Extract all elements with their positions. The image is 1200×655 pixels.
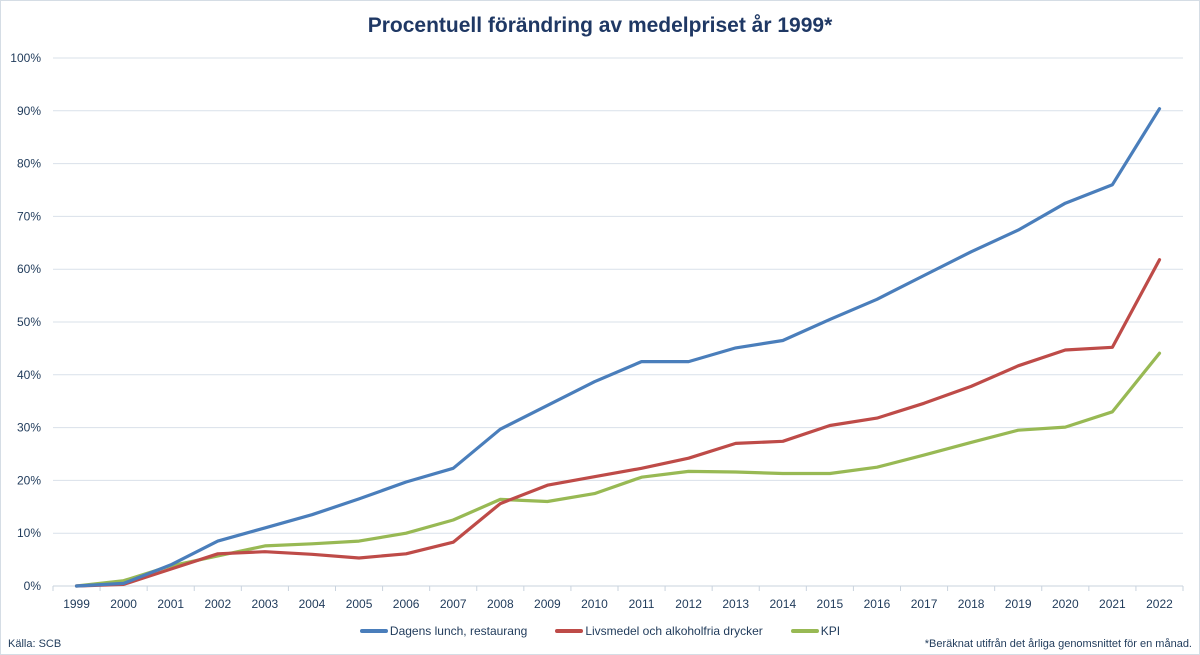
x-tick-label: 2016 [864,597,891,611]
y-tick-label: 0% [24,579,42,593]
legend-item-lunch: Dagens lunch, restaurang [359,624,528,638]
y-tick-label: 60% [17,262,41,276]
legend-swatch-lunch [359,629,388,633]
x-tick-label: 1999 [63,597,90,611]
footnote: *Beräknat utifrån det årliga genomsnitte… [924,638,1192,650]
x-tick-label: 2004 [299,597,326,611]
x-tick-label: 2010 [581,597,608,611]
y-tick-label: 80% [17,157,41,171]
x-tick-label: 2001 [157,597,184,611]
series-line-livsmedel [74,258,1162,588]
x-tick-label: 2003 [252,597,279,611]
y-tick-label: 90% [17,104,41,118]
x-tick-label: 2002 [204,597,231,611]
legend-swatch-livsmedel [555,629,584,633]
legend-label-lunch: Dagens lunch, restaurang [389,624,528,638]
x-tick-label: 2011 [629,597,655,611]
x-tick-label: 2020 [1052,597,1079,611]
x-tick-label: 2018 [958,597,985,611]
x-tick-label: 2008 [487,597,514,611]
legend-label-livsmedel: Livsmedel och alkoholfria drycker [585,624,763,638]
x-tick-label: 2007 [440,597,467,611]
x-tick-label: 2009 [534,597,561,611]
x-tick-label: 2013 [722,597,749,611]
y-tick-label: 40% [17,368,41,382]
legend-label-kpi: KPI [820,624,841,638]
x-tick-label: 2017 [911,597,938,611]
chart-title: Procentuell förändring av medelpriset år… [367,14,833,37]
x-tick-label: 2005 [346,597,373,611]
x-tick-label: 2022 [1146,597,1173,611]
x-tick-label: 2014 [769,597,796,611]
x-tick-label: 2000 [110,597,137,611]
legend: Dagens lunch, restaurang Livsmedel och a… [0,624,1200,638]
x-tick-label: 2021 [1099,597,1126,611]
y-tick-label: 100% [10,51,41,65]
series-line-kpi [74,351,1162,588]
x-tick-label: 2019 [1005,597,1032,611]
series-line-lunch [74,107,1162,588]
y-tick-label: 30% [17,421,41,435]
source-note: Källa: SCB [8,638,62,650]
legend-item-kpi: KPI [790,624,841,638]
x-tick-label: 2012 [675,597,702,611]
legend-swatch-kpi [790,629,819,633]
x-tick-label: 2015 [817,597,844,611]
y-tick-label: 10% [17,526,41,540]
y-tick-label: 20% [17,473,41,487]
legend-item-livsmedel: Livsmedel och alkoholfria drycker [555,624,763,638]
y-tick-label: 50% [17,315,41,329]
x-tick-label: 2006 [393,597,420,611]
y-tick-label: 70% [17,209,41,223]
